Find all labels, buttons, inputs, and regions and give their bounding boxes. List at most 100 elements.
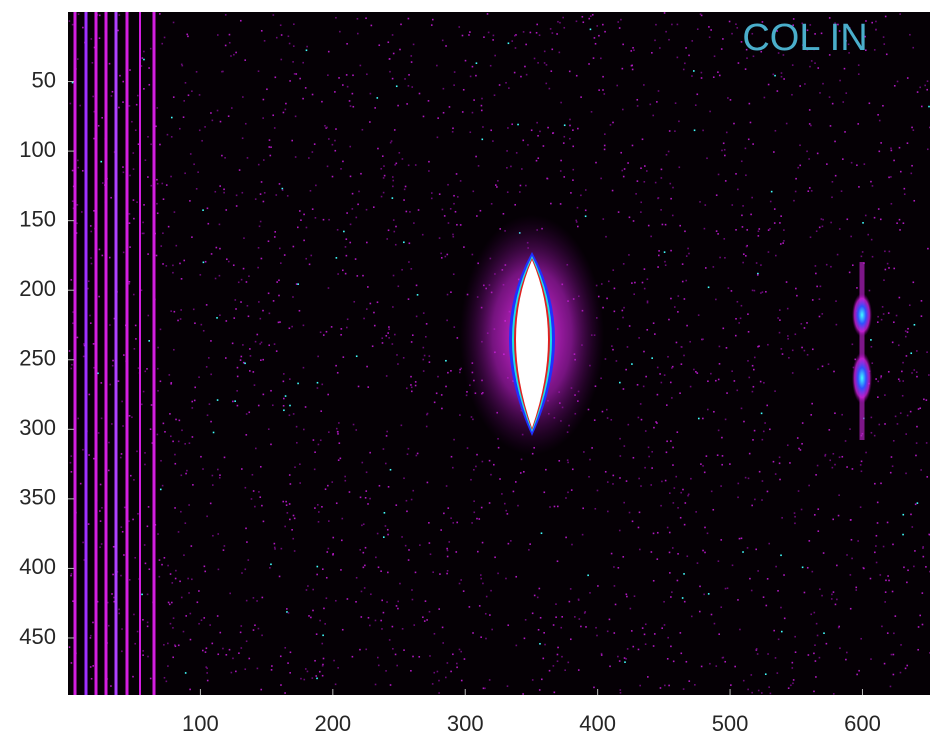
- speckle: [923, 398, 925, 400]
- speckle: [700, 463, 702, 465]
- speckle: [284, 526, 286, 528]
- speckle: [172, 441, 174, 443]
- speckle: [643, 351, 645, 353]
- speckle: [662, 224, 664, 226]
- speckle: [546, 178, 548, 180]
- speckle: [683, 688, 685, 690]
- speckle: [572, 146, 574, 148]
- speckle: [631, 363, 633, 365]
- speckle: [72, 24, 74, 26]
- speckle: [143, 233, 145, 235]
- speckle: [661, 481, 663, 483]
- speckle: [471, 416, 473, 418]
- speckle: [760, 381, 762, 383]
- speckle: [396, 605, 398, 607]
- speckle: [210, 421, 212, 423]
- speckle: [482, 583, 484, 585]
- speckle: [540, 617, 542, 619]
- speckle: [315, 675, 317, 677]
- speckle: [188, 592, 190, 594]
- speckle: [792, 662, 794, 664]
- speckle: [408, 85, 410, 87]
- speckle: [541, 679, 543, 681]
- speckle: [342, 269, 344, 271]
- speckle: [365, 649, 367, 651]
- speckle: [426, 323, 428, 325]
- speckle: [109, 257, 111, 259]
- speckle: [229, 42, 231, 44]
- speckle: [750, 674, 752, 676]
- speckle: [150, 185, 152, 187]
- speckle: [871, 22, 873, 24]
- speckle: [880, 219, 882, 221]
- speckle: [557, 654, 559, 656]
- speckle: [147, 622, 149, 624]
- speckle: [490, 65, 492, 67]
- speckle: [767, 653, 769, 655]
- speckle: [815, 660, 817, 662]
- speckle: [303, 240, 305, 242]
- speckle: [812, 348, 814, 350]
- speckle: [710, 29, 712, 31]
- speckle: [316, 678, 318, 680]
- speckle: [164, 557, 166, 559]
- speckle: [633, 49, 635, 51]
- speckle: [111, 95, 113, 97]
- speckle: [865, 215, 867, 217]
- speckle: [914, 550, 916, 552]
- speckle: [741, 160, 743, 162]
- speckle: [412, 334, 414, 336]
- speckle: [235, 52, 237, 54]
- speckle: [619, 27, 621, 29]
- speckle: [640, 485, 642, 487]
- speckle: [731, 370, 733, 372]
- speckle: [442, 627, 444, 629]
- speckle: [611, 345, 613, 347]
- speckle: [428, 170, 430, 172]
- speckle: [122, 425, 124, 427]
- speckle: [727, 587, 729, 589]
- speckle: [450, 671, 452, 673]
- speckle: [678, 121, 680, 123]
- speckle: [792, 372, 794, 374]
- speckle: [855, 589, 857, 591]
- speckle: [412, 656, 414, 658]
- speckle: [595, 162, 597, 164]
- speckle: [480, 210, 482, 212]
- speckle: [618, 567, 620, 569]
- speckle: [906, 665, 908, 667]
- speckle: [332, 537, 334, 539]
- y-tick-label: 400: [19, 554, 56, 579]
- speckle: [901, 371, 903, 373]
- speckle: [328, 219, 330, 221]
- speckle: [920, 469, 922, 471]
- speckle: [432, 19, 434, 21]
- speckle: [521, 459, 523, 461]
- speckle: [289, 672, 291, 674]
- speckle: [403, 357, 405, 359]
- speckle: [575, 220, 577, 222]
- speckle: [636, 99, 638, 101]
- speckle: [602, 307, 604, 309]
- speckle: [112, 574, 114, 576]
- speckle: [281, 548, 283, 550]
- speckle: [872, 256, 874, 258]
- speckle: [475, 75, 477, 77]
- speckle: [465, 60, 467, 62]
- speckle: [440, 529, 442, 531]
- speckle: [629, 325, 631, 327]
- speckle: [820, 286, 822, 288]
- speckle: [775, 566, 777, 568]
- speckle: [415, 572, 417, 574]
- speckle: [600, 178, 602, 180]
- speckle: [366, 73, 368, 75]
- speckle: [489, 614, 491, 616]
- speckle: [69, 350, 71, 352]
- speckle: [337, 433, 339, 435]
- speckle: [851, 162, 853, 164]
- speckle: [306, 589, 308, 591]
- speckle: [764, 97, 766, 99]
- speckle: [169, 374, 171, 376]
- speckle: [658, 255, 660, 257]
- speckle: [835, 175, 837, 177]
